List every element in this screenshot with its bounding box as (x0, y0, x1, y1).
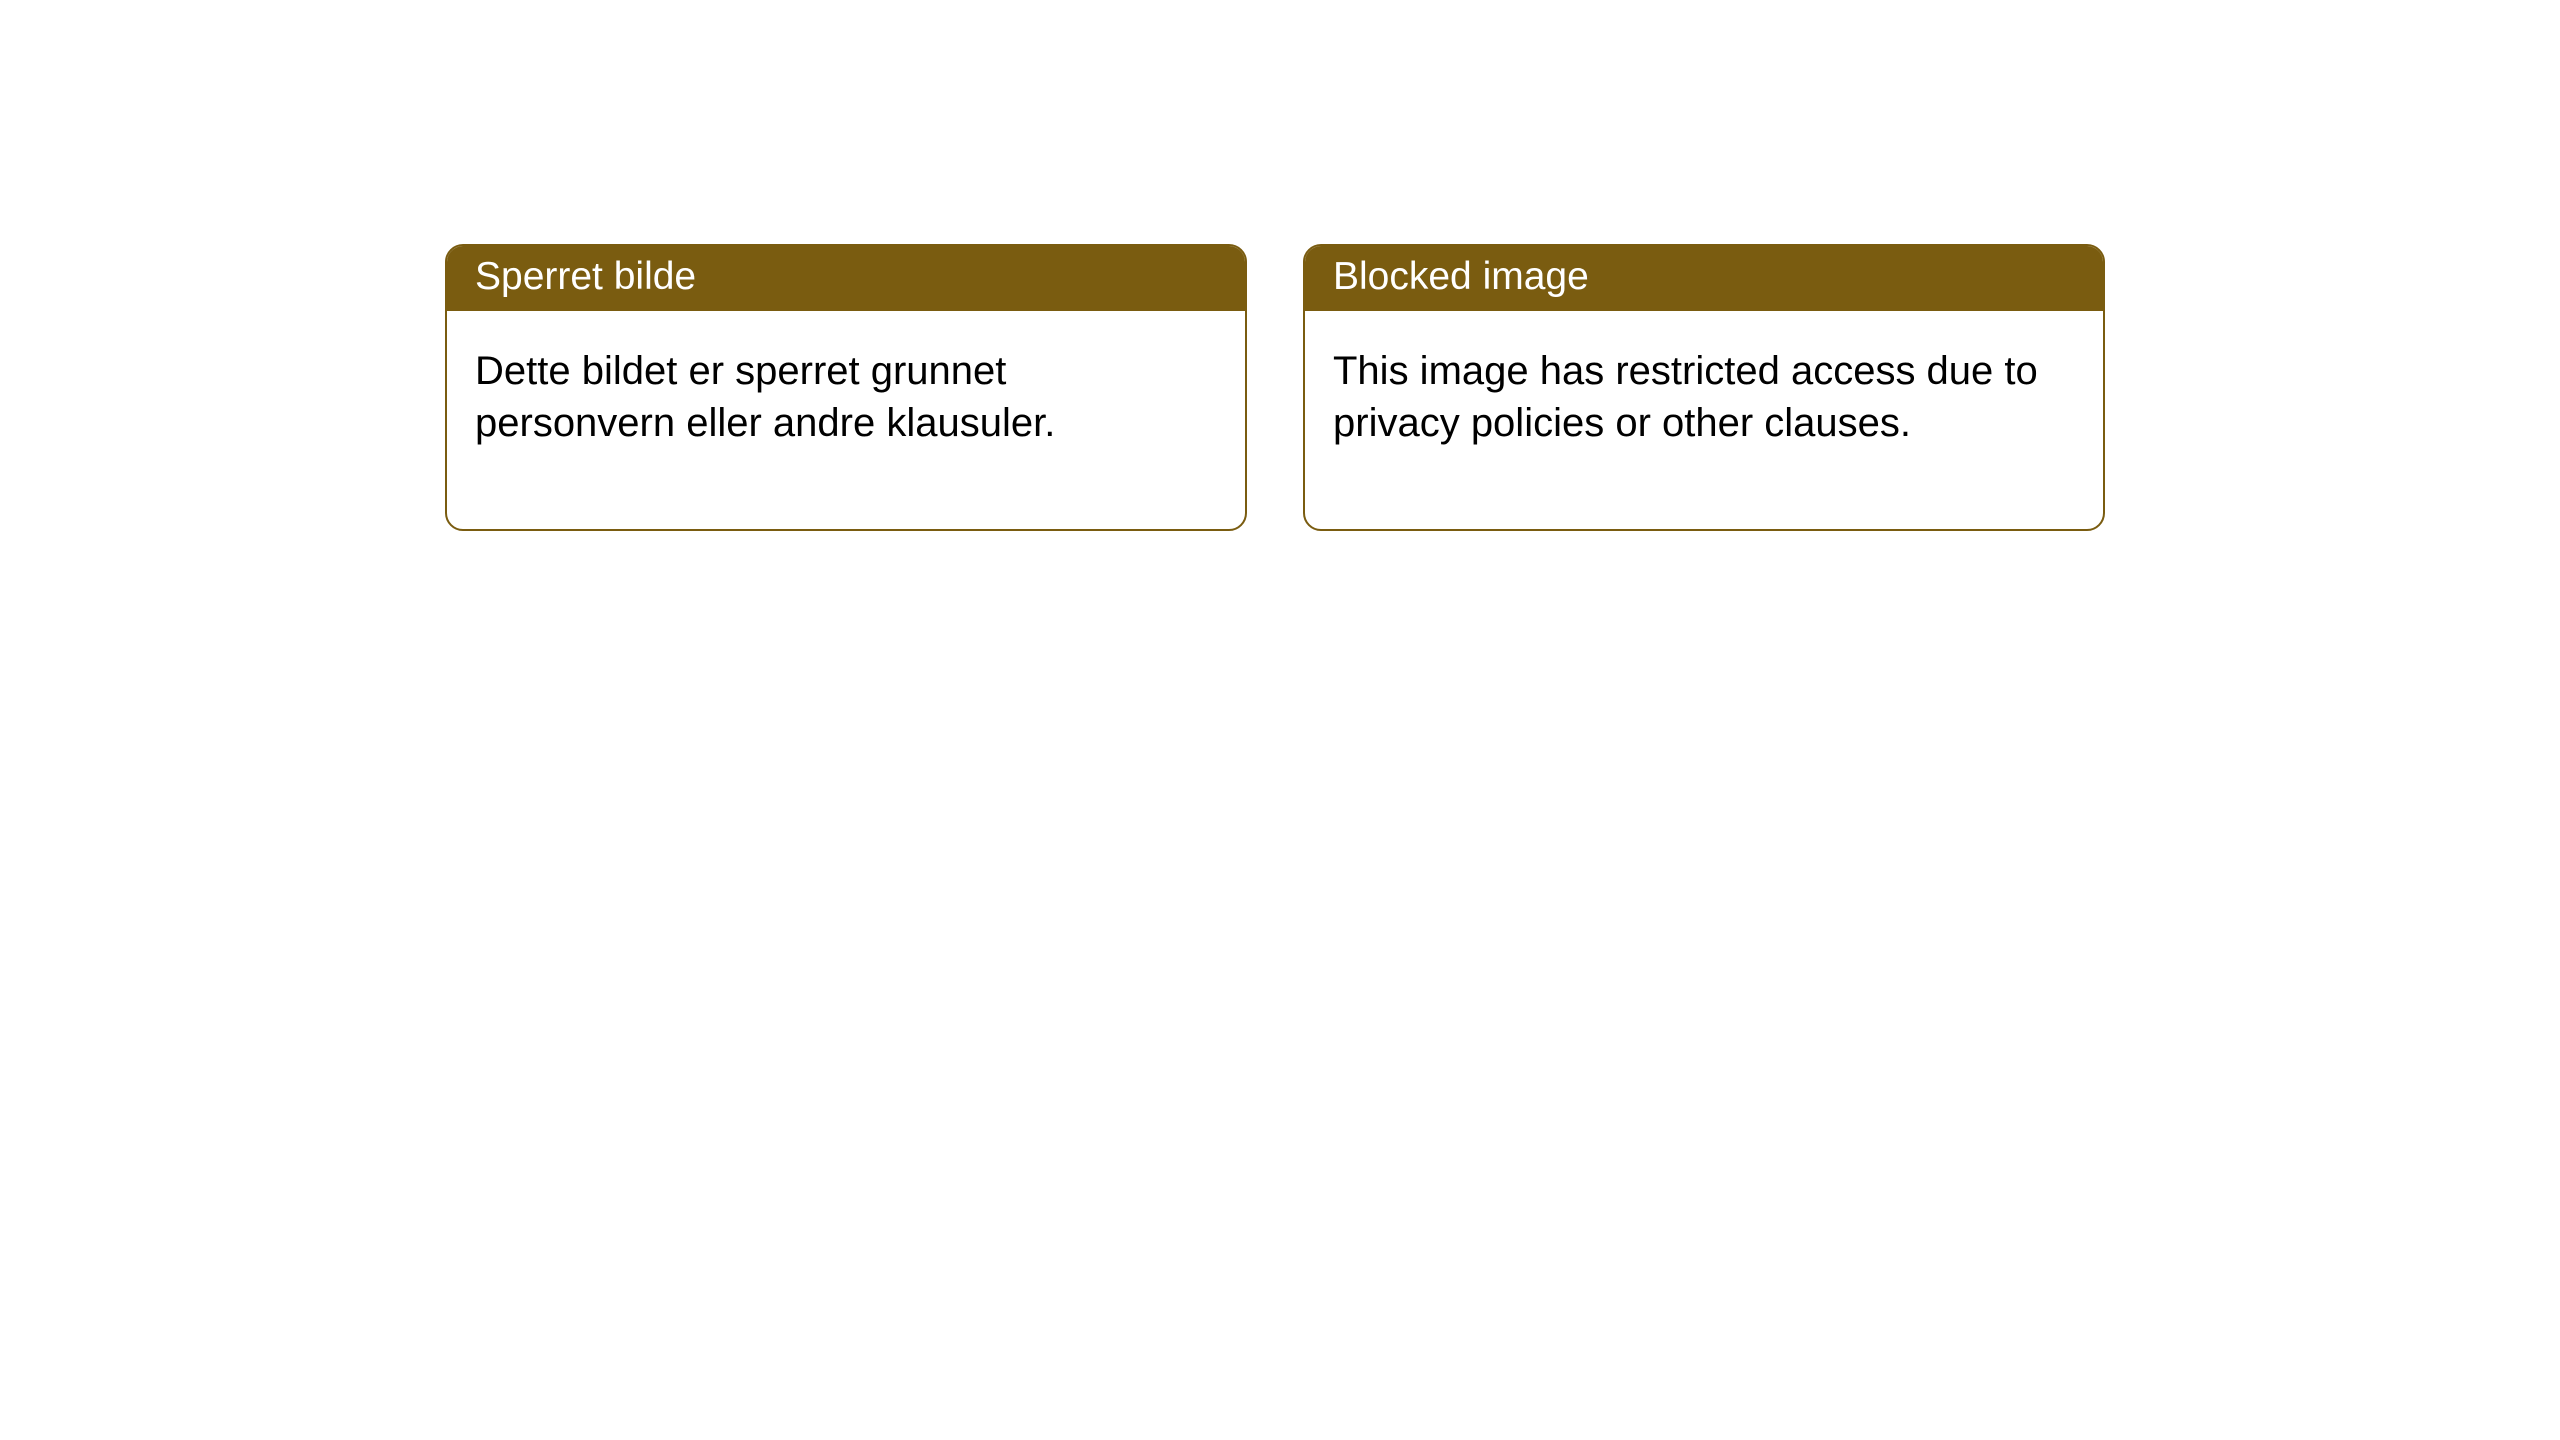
notice-cards-container: Sperret bilde Dette bildet er sperret gr… (445, 244, 2105, 531)
blocked-image-card-no: Sperret bilde Dette bildet er sperret gr… (445, 244, 1247, 531)
blocked-image-card-en: Blocked image This image has restricted … (1303, 244, 2105, 531)
card-header-no: Sperret bilde (447, 246, 1245, 311)
card-body-no: Dette bildet er sperret grunnet personve… (447, 311, 1245, 529)
card-header-en: Blocked image (1305, 246, 2103, 311)
card-body-en: This image has restricted access due to … (1305, 311, 2103, 529)
